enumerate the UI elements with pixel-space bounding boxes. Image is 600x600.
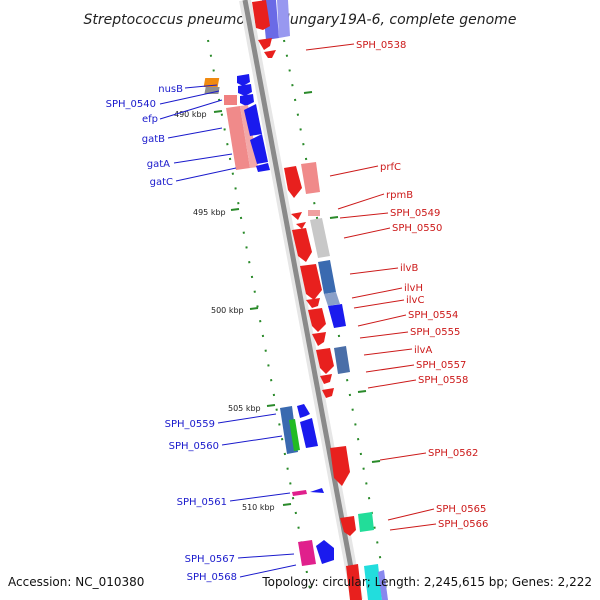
label-SPH_0557: SPH_0557 bbox=[416, 360, 466, 371]
major-ticks bbox=[213, 91, 381, 506]
minus-labels: nusB SPH_0540 efp gatB gatA gatC SPH_055… bbox=[106, 84, 237, 583]
kbp-495: 495 kbp bbox=[193, 208, 226, 217]
kbp-labels: 490 kbp 495 kbp 500 kbp 505 kbp 510 kbp bbox=[174, 110, 275, 512]
gene-ilvH bbox=[306, 298, 320, 308]
minus-strand-genes bbox=[203, 0, 334, 566]
label-gatC: gatC bbox=[150, 177, 173, 188]
gene-SPH_0562 bbox=[330, 446, 350, 486]
gene-ilvB-blue bbox=[318, 260, 336, 294]
label-SPH_0562: SPH_0562 bbox=[428, 448, 478, 459]
label-SPH_0554: SPH_0554 bbox=[408, 310, 458, 321]
gene-plus-small-a bbox=[296, 222, 306, 229]
kbp-500: 500 kbp bbox=[211, 306, 244, 315]
label-SPH_0550: SPH_0550 bbox=[392, 223, 442, 234]
gene-rpmB bbox=[291, 212, 302, 220]
gene-SPH_0558 bbox=[322, 388, 334, 398]
gene-gatA-arrow bbox=[244, 104, 262, 136]
label-prfC: prfC bbox=[380, 162, 401, 173]
gene-SPH_0555 bbox=[312, 332, 326, 346]
gene-SPH_0567 bbox=[298, 540, 316, 566]
gene-efp bbox=[224, 95, 237, 105]
plus-labels: SPH_0538 prfC rpmB SPH_0549 SPH_0550 ilv… bbox=[356, 40, 488, 530]
gene-SPH_0565 bbox=[340, 516, 356, 536]
label-SPH_0565: SPH_0565 bbox=[436, 504, 486, 515]
label-SPH_0560: SPH_0560 bbox=[169, 441, 219, 452]
gene-SPH_0550 bbox=[310, 218, 330, 258]
gene-minus-arrow-b bbox=[238, 84, 252, 96]
plus-strand-genes bbox=[252, 0, 388, 600]
label-SPH_0540: SPH_0540 bbox=[106, 99, 156, 110]
label-SPH_0559: SPH_0559 bbox=[165, 419, 215, 430]
gene-gatC-arrow bbox=[250, 134, 268, 164]
gene-ilvA-blue bbox=[334, 346, 350, 374]
label-nusB: nusB bbox=[158, 84, 183, 95]
gene-ilvA bbox=[316, 348, 334, 374]
kbp-490: 490 kbp bbox=[174, 110, 207, 119]
label-SPH_0549: SPH_0549 bbox=[390, 208, 440, 219]
kbp-510: 510 kbp bbox=[242, 503, 275, 512]
label-gatA: gatA bbox=[147, 159, 170, 170]
gene-SPH_0540 bbox=[204, 87, 220, 94]
gene-SPH_0568 bbox=[316, 540, 334, 564]
gene-minus-arrow-d bbox=[256, 163, 270, 172]
gene-plus-bottom-lavender bbox=[378, 570, 388, 600]
label-SPH_0566: SPH_0566 bbox=[438, 519, 488, 530]
label-SPH_0555: SPH_0555 bbox=[410, 327, 460, 338]
gene-minus-top-lavender bbox=[277, 0, 290, 38]
gene-plus-bottom-a bbox=[346, 564, 362, 600]
gene-SPH_0554 bbox=[328, 304, 346, 328]
label-SPH_0561: SPH_0561 bbox=[177, 497, 227, 508]
gene-plus-top-b bbox=[258, 38, 272, 50]
label-SPH_0538: SPH_0538 bbox=[356, 40, 406, 51]
gene-SPH_0557 bbox=[320, 374, 332, 384]
gene-SPH_0550-red bbox=[292, 228, 312, 262]
gene-SPH_0566 bbox=[358, 512, 374, 532]
topology-text: Topology: circular; Length: 2,245,615 bp… bbox=[261, 575, 592, 589]
gene-ilvC bbox=[308, 308, 326, 332]
label-ilvB: ilvB bbox=[400, 263, 418, 274]
plus-leader-lines bbox=[305, 43, 437, 531]
label-ilvH: ilvH bbox=[404, 283, 423, 294]
label-gatB: gatB bbox=[142, 134, 165, 145]
gene-plus-bottom-cyan bbox=[364, 564, 382, 600]
gene-ilvC-grey bbox=[324, 292, 340, 306]
label-SPH_0567: SPH_0567 bbox=[185, 554, 235, 565]
backbone bbox=[239, 0, 363, 600]
gene-minus-arrow-c bbox=[240, 94, 254, 106]
label-SPH_0558: SPH_0558 bbox=[418, 375, 468, 386]
gene-SPH_0549 bbox=[308, 210, 320, 216]
gene-prfC bbox=[284, 166, 302, 198]
label-SPH_0568: SPH_0568 bbox=[187, 572, 237, 583]
label-rpmB: rpmB bbox=[386, 190, 413, 201]
label-ilvA: ilvA bbox=[414, 345, 432, 356]
accession-text: Accession: NC_010380 bbox=[8, 575, 144, 589]
gene-prfC-pink bbox=[301, 162, 320, 194]
gene-plus-top-c bbox=[264, 50, 276, 58]
gene-gatB bbox=[226, 106, 250, 170]
gene-SPH_0561 bbox=[292, 490, 307, 496]
minus-leader-lines bbox=[159, 84, 297, 578]
gene-minus-arrow-a bbox=[237, 74, 250, 86]
gene-ilvB bbox=[300, 264, 322, 300]
gene-plus-top-a bbox=[252, 0, 270, 30]
label-ilvC: ilvC bbox=[406, 295, 424, 306]
kbp-505: 505 kbp bbox=[228, 404, 261, 413]
map-title: Streptococcus pneumoniae Hungary19A-6, c… bbox=[84, 12, 517, 28]
gene-minus-arrow-e bbox=[297, 404, 310, 418]
gene-minus-arrow-f bbox=[300, 418, 318, 448]
gene-SPH_0560-green bbox=[289, 419, 300, 451]
gene-SPH_0561-arrow bbox=[310, 488, 324, 493]
label-efp: efp bbox=[142, 114, 158, 125]
gene-gat-light bbox=[240, 105, 258, 168]
